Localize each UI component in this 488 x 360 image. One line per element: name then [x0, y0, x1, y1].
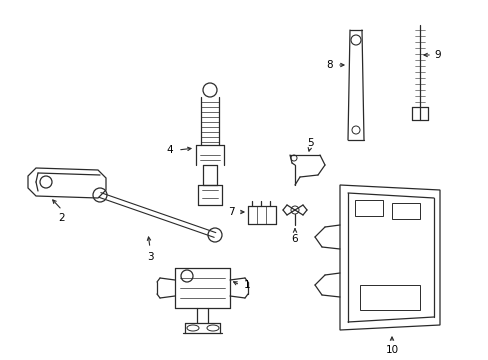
Text: 7: 7 — [227, 207, 234, 217]
Text: 5: 5 — [306, 138, 313, 148]
Bar — [354, 200, 382, 216]
Text: 1: 1 — [243, 280, 250, 290]
Bar — [359, 285, 419, 310]
Text: 9: 9 — [434, 50, 440, 60]
Text: 4: 4 — [166, 145, 173, 155]
Text: 6: 6 — [291, 234, 298, 244]
Text: 2: 2 — [59, 213, 65, 223]
Text: 3: 3 — [146, 252, 153, 262]
Bar — [391, 203, 419, 219]
Text: 10: 10 — [385, 345, 398, 355]
Text: 8: 8 — [326, 60, 333, 70]
